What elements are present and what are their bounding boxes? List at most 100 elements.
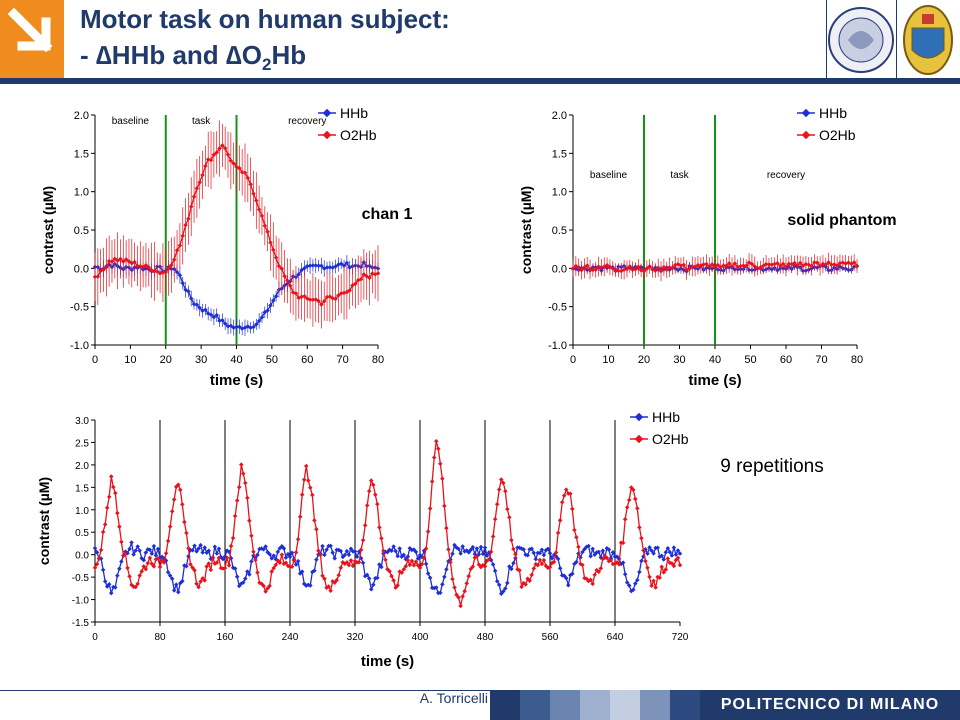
data-point	[438, 590, 443, 595]
data-point	[539, 561, 545, 567]
data-point	[584, 263, 590, 268]
data-point	[137, 548, 142, 553]
data-point	[368, 478, 374, 483]
data-point	[330, 550, 335, 555]
data-point	[576, 544, 581, 550]
data-point	[316, 263, 321, 268]
x-tick-label: 30	[673, 354, 685, 366]
data-point	[361, 272, 367, 277]
chart-phantom: -1.0 -0.5 0.0 0.5 1.0 1.5 2.0 0 10 20 30 40 50 60 70 80…	[518, 105, 863, 389]
data-point	[460, 594, 465, 599]
data-point	[503, 586, 508, 591]
data-point	[263, 589, 268, 594]
data-point	[115, 573, 120, 578]
data-point	[492, 516, 498, 522]
data-point	[631, 587, 636, 593]
data-point	[327, 265, 333, 270]
data-point	[681, 262, 687, 268]
data-point	[364, 572, 370, 578]
data-point	[262, 223, 268, 229]
x-tick-label: 70	[337, 354, 349, 366]
data-point	[490, 534, 496, 539]
data-point	[633, 267, 638, 272]
data-point	[792, 260, 797, 266]
data-point	[232, 513, 238, 519]
data-point	[115, 510, 120, 516]
data-point	[137, 573, 142, 578]
data-point	[184, 530, 189, 536]
data-point	[537, 557, 543, 563]
data-point	[106, 494, 112, 500]
legend-marker	[801, 108, 811, 118]
y-tick-label: 0.0	[552, 263, 567, 275]
data-point	[277, 560, 283, 565]
data-point	[312, 568, 317, 573]
data-point	[109, 259, 115, 264]
data-point	[131, 552, 136, 557]
brand-logo	[0, 0, 64, 78]
data-point	[295, 537, 301, 542]
data-point	[117, 524, 122, 529]
data-point	[677, 562, 683, 568]
data-point	[492, 568, 498, 574]
data-point	[661, 264, 667, 270]
y-tick-label: -1.5	[72, 618, 90, 629]
data-point	[531, 550, 537, 556]
data-point	[704, 261, 709, 267]
slide-title-line2: - ∆HHb and ∆O2Hb	[80, 40, 306, 75]
header-divider	[826, 0, 827, 78]
x-tick-label: 320	[347, 632, 364, 643]
data-point	[563, 487, 569, 492]
data-point	[146, 265, 152, 270]
data-point	[358, 277, 364, 282]
data-point	[167, 524, 173, 529]
x-tick-label: 60	[780, 354, 792, 366]
y-tick-label: 0.0	[74, 263, 89, 275]
data-point	[529, 572, 534, 578]
data-point	[166, 266, 171, 271]
data-point	[333, 264, 338, 269]
data-point	[458, 603, 463, 609]
data-point	[180, 233, 185, 239]
data-point	[383, 557, 388, 562]
legend-entry: O2Hb	[652, 431, 689, 447]
data-point	[293, 550, 299, 555]
data-point	[262, 309, 268, 315]
data-point	[307, 263, 313, 269]
y-tick-label: 0.0	[75, 551, 89, 562]
data-point	[775, 261, 780, 266]
data-point	[675, 555, 681, 561]
data-point	[322, 576, 327, 582]
data-point	[133, 548, 138, 553]
data-point	[237, 324, 242, 330]
data-point	[523, 582, 528, 587]
data-point	[310, 492, 315, 498]
data-point	[446, 547, 451, 552]
data-point	[282, 273, 287, 279]
data-point	[590, 267, 596, 273]
data-point	[673, 552, 679, 557]
data-point	[829, 262, 834, 267]
data-point	[444, 567, 449, 572]
data-point	[726, 261, 732, 266]
data-point	[375, 271, 381, 276]
data-point	[307, 297, 313, 303]
data-point	[555, 530, 561, 536]
data-point	[622, 572, 628, 577]
y-axis-label: contrast (µM)	[518, 186, 534, 274]
data-point	[269, 556, 274, 561]
data-point	[427, 506, 433, 511]
y-tick-label: 0.5	[552, 225, 567, 237]
data-point	[507, 515, 512, 520]
chart-chan1: -1.0 -0.5 0.0 0.5 1.0 1.5 2.0 0 10 20 30 40 50 60 70 80…	[40, 105, 384, 389]
data-point	[256, 207, 262, 212]
data-point	[454, 592, 459, 598]
data-point	[600, 556, 606, 562]
data-point	[171, 588, 177, 593]
data-point	[616, 562, 622, 567]
data-point	[297, 514, 303, 519]
data-point	[338, 261, 344, 266]
data-point	[576, 264, 581, 270]
data-point	[397, 546, 402, 551]
data-point	[176, 589, 181, 595]
